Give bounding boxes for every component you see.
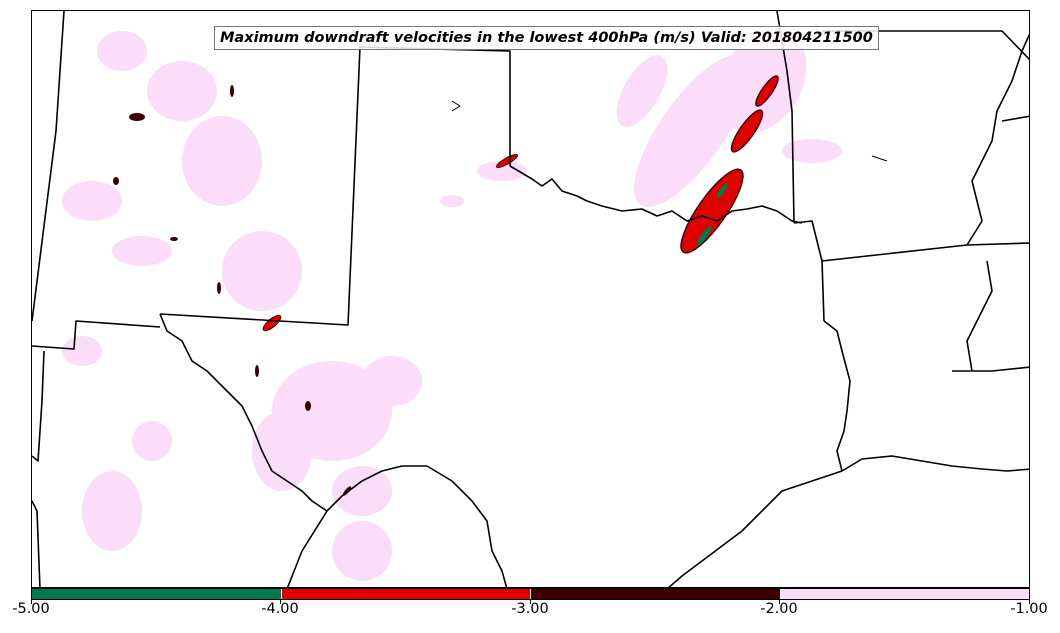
colorbar-tickmark bbox=[1029, 600, 1030, 604]
weak-downdraft-areas bbox=[62, 29, 842, 581]
map-title: Maximum downdraft velocities in the lowe… bbox=[214, 26, 879, 50]
colorbar bbox=[31, 588, 1030, 600]
colorbar-tickmark bbox=[31, 600, 32, 604]
colorbar-bin-3 bbox=[531, 589, 781, 599]
colorbar-tick-label: -4.00 bbox=[261, 601, 299, 617]
colorbar-tickmark bbox=[779, 600, 780, 604]
colorbar-bin-1 bbox=[32, 589, 282, 599]
map-panel: Maximum downdraft velocities in the lowe… bbox=[31, 10, 1030, 588]
colorbar-tick-label: -5.00 bbox=[12, 601, 50, 617]
colorbar-bin-4 bbox=[780, 589, 1029, 599]
strong-downdraft-areas bbox=[113, 75, 779, 496]
colorbar-bin-2 bbox=[281, 589, 531, 599]
colorbar-tick-label: -2.00 bbox=[760, 601, 798, 617]
state-boundaries bbox=[32, 11, 1029, 587]
colorbar-tickmark bbox=[280, 600, 281, 604]
colorbar-tick-label: -1.00 bbox=[1010, 601, 1048, 617]
colorbar-tickmark bbox=[530, 600, 531, 604]
map-canvas bbox=[32, 11, 1029, 587]
colorbar-tick-label: -3.00 bbox=[511, 601, 549, 617]
